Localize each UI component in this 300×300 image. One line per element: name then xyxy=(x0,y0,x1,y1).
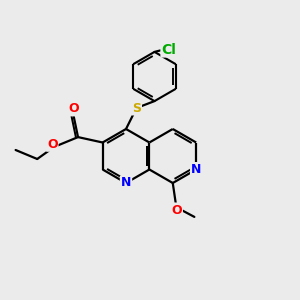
Text: Cl: Cl xyxy=(161,43,176,56)
Text: N: N xyxy=(191,163,201,176)
Text: O: O xyxy=(171,203,182,217)
Text: S: S xyxy=(132,101,141,115)
Text: N: N xyxy=(121,176,131,190)
Text: O: O xyxy=(69,102,80,116)
Text: O: O xyxy=(47,138,58,151)
